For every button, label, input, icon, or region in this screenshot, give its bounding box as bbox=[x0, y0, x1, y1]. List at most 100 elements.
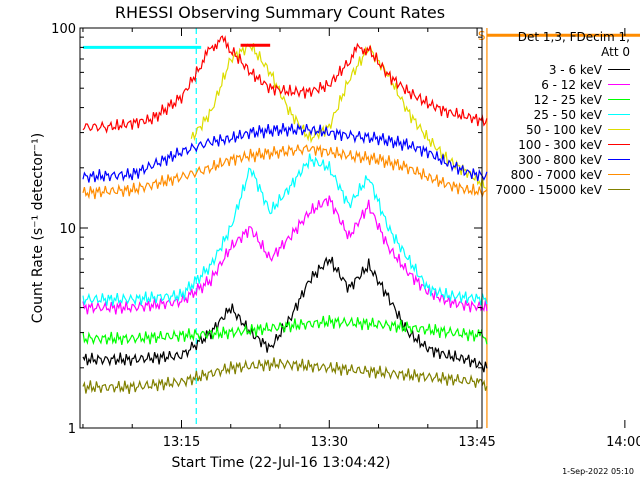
series-segment bbox=[269, 70, 291, 116]
series-segment bbox=[387, 223, 409, 261]
series-segment bbox=[279, 315, 330, 333]
series-segment bbox=[279, 358, 330, 374]
series-line bbox=[82, 195, 488, 315]
series-segment bbox=[210, 57, 232, 112]
series-segment bbox=[210, 248, 231, 287]
legend-header-line: Att 0 bbox=[601, 45, 630, 59]
series-segment bbox=[427, 372, 478, 388]
series-segment bbox=[387, 292, 409, 334]
series-segment bbox=[230, 322, 281, 339]
series-segment bbox=[427, 346, 448, 360]
series-segment bbox=[329, 60, 350, 87]
legend-entry: 7000 - 15000 keV bbox=[495, 182, 630, 197]
series-segment bbox=[180, 328, 212, 359]
legend-entry: 12 - 25 keV bbox=[534, 92, 630, 107]
legend-label: 100 - 300 keV bbox=[518, 137, 602, 152]
legend-swatch bbox=[608, 99, 630, 100]
series-line bbox=[82, 153, 488, 307]
legend-entry: 100 - 300 keV bbox=[518, 137, 630, 152]
legend-entry: 50 - 100 keV bbox=[526, 122, 630, 137]
series-segment bbox=[230, 226, 251, 250]
series-segment bbox=[230, 47, 251, 77]
series-segment bbox=[328, 79, 350, 129]
plot-frame bbox=[79, 27, 483, 429]
series-segment bbox=[348, 258, 370, 290]
series-segment bbox=[180, 361, 232, 388]
series-segment bbox=[111, 114, 153, 131]
series-segment bbox=[309, 80, 330, 97]
legend-label: 800 - 7000 keV bbox=[510, 167, 602, 182]
legend-swatch bbox=[608, 144, 630, 145]
series-segment bbox=[132, 350, 182, 365]
legend-label: 12 - 25 keV bbox=[533, 92, 602, 107]
series-segment bbox=[82, 183, 133, 200]
series-segment bbox=[328, 127, 350, 142]
series-segment bbox=[250, 68, 271, 94]
series-segment bbox=[180, 164, 212, 180]
legend-entry: 3 - 6 keV bbox=[549, 62, 630, 77]
series-segment bbox=[220, 35, 232, 54]
series-segment bbox=[377, 365, 429, 383]
series-segment bbox=[377, 154, 409, 175]
legend-entry: 800 - 7000 keV bbox=[511, 167, 630, 182]
series-segment bbox=[377, 133, 409, 151]
series-segment bbox=[210, 36, 222, 52]
series-segment bbox=[131, 328, 183, 345]
series-segment bbox=[309, 124, 330, 137]
series-segment bbox=[249, 146, 281, 163]
series-segment bbox=[348, 175, 369, 209]
y-tick-label: 10 bbox=[59, 222, 76, 237]
x-axis-label: Start Time (22-Jul-16 13:04:42) bbox=[171, 455, 390, 471]
series-segment bbox=[368, 199, 389, 248]
footer-timestamp: 1-Sep-2022 05:10 bbox=[562, 467, 634, 476]
series-segment bbox=[180, 326, 232, 342]
series-line bbox=[82, 315, 488, 346]
series-line bbox=[82, 256, 488, 373]
series-segment bbox=[348, 46, 370, 83]
series-segment bbox=[82, 292, 133, 307]
series-segment bbox=[378, 319, 429, 335]
legend-header: Det 1,3, FDecim 1, Att 0 bbox=[518, 30, 630, 60]
event-markers bbox=[195, 28, 488, 428]
series-segment bbox=[200, 46, 212, 69]
legend-header-line: Det 1,3, FDecim 1, bbox=[517, 30, 630, 44]
series-segment bbox=[446, 107, 468, 120]
series-segment bbox=[466, 354, 488, 373]
legend-entry: 6 - 12 keV bbox=[541, 77, 630, 92]
series-segment bbox=[348, 42, 360, 66]
series-segment bbox=[466, 112, 488, 127]
series-segment bbox=[466, 300, 488, 313]
series-line bbox=[82, 357, 488, 395]
series-segment bbox=[180, 137, 212, 157]
series-segment bbox=[407, 166, 429, 182]
series-segment bbox=[180, 66, 202, 104]
series-segment bbox=[407, 108, 429, 141]
series-segment bbox=[348, 149, 380, 166]
series-segment bbox=[180, 276, 212, 304]
series-segment bbox=[368, 45, 389, 79]
series-segment bbox=[447, 290, 468, 304]
series-segment bbox=[368, 179, 389, 232]
y-tick-label: 1 bbox=[68, 422, 76, 437]
series-segment bbox=[249, 328, 271, 353]
series-segment bbox=[249, 123, 281, 139]
chart-title: RHESSI Observing Summary Count Rates bbox=[115, 3, 445, 22]
legend-swatch bbox=[608, 84, 630, 85]
series-segment bbox=[407, 89, 429, 109]
series-segment bbox=[230, 357, 281, 375]
legend-swatch bbox=[608, 189, 630, 190]
series-segment bbox=[328, 161, 350, 204]
series-segment bbox=[180, 263, 212, 300]
series-segment bbox=[328, 256, 350, 293]
legend-swatch bbox=[608, 159, 630, 160]
series-segment bbox=[466, 183, 488, 198]
series-segment bbox=[358, 46, 370, 56]
legend-entry: 25 - 50 keV bbox=[534, 107, 630, 122]
series-segment bbox=[289, 106, 311, 142]
legend-swatch bbox=[608, 114, 630, 115]
series-segment bbox=[289, 84, 311, 99]
series-segment bbox=[427, 283, 449, 301]
series-segment bbox=[348, 199, 370, 239]
